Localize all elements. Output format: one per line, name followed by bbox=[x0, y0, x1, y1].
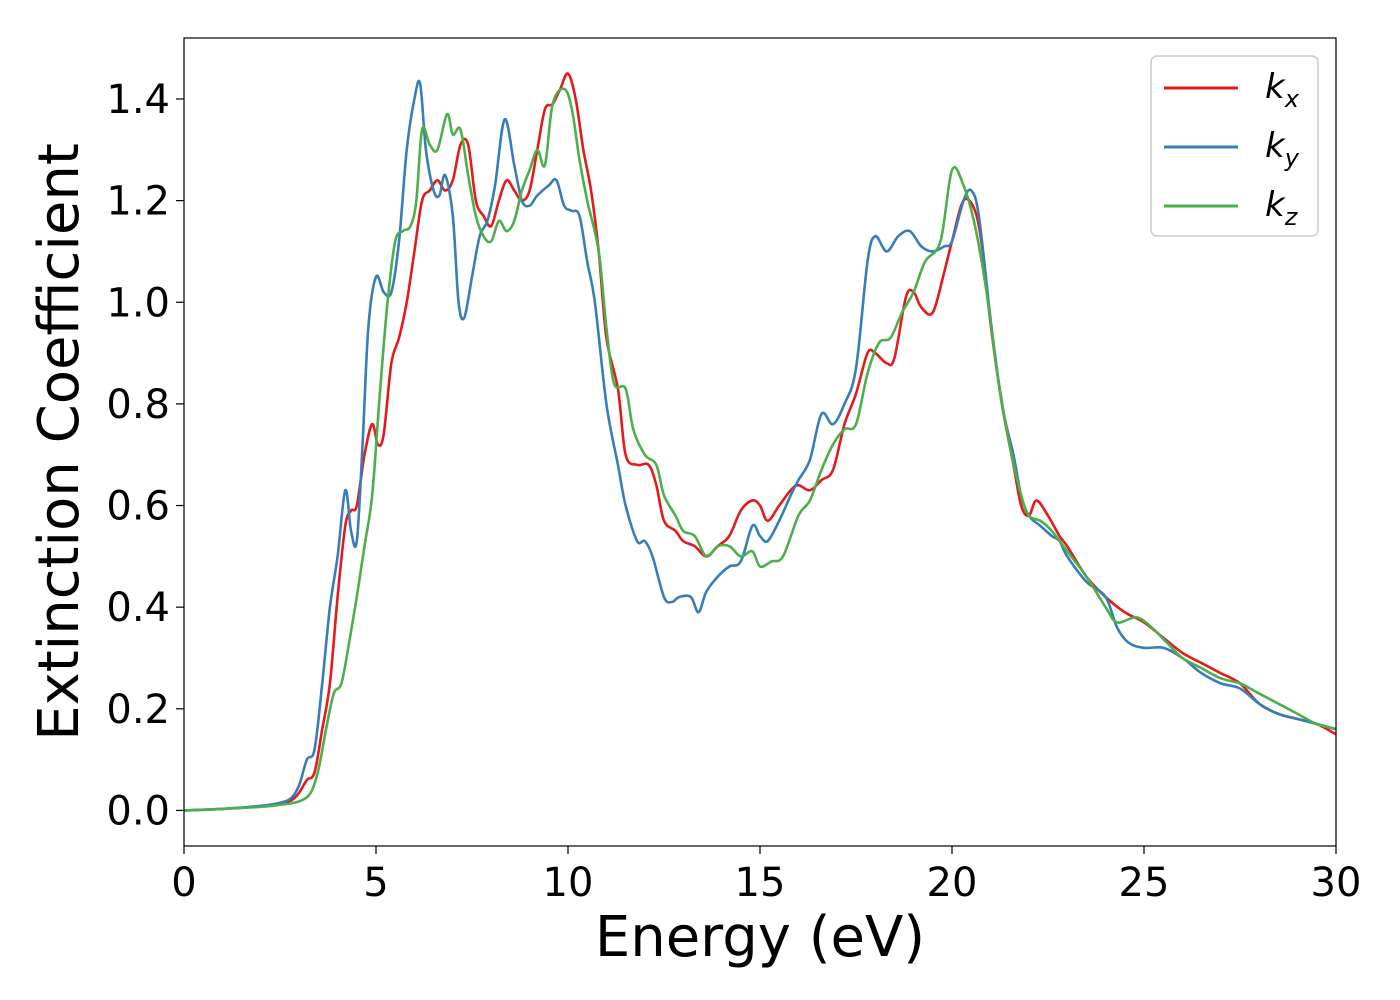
x-tick-label: 25 bbox=[1119, 860, 1170, 906]
legend-label-subscript: x bbox=[1284, 85, 1300, 113]
x-axis-title: Energy (eV) bbox=[595, 905, 925, 970]
legend-label-base: k bbox=[1265, 185, 1286, 225]
x-tick-label: 20 bbox=[927, 860, 978, 906]
x-tick-label: 30 bbox=[1311, 860, 1362, 906]
y-tick-label: 0.2 bbox=[106, 687, 170, 733]
y-tick-label: 1.0 bbox=[106, 280, 170, 326]
y-tick-label: 0.6 bbox=[106, 484, 170, 530]
x-tick-label: 10 bbox=[543, 860, 594, 906]
y-tick-label: 0.8 bbox=[106, 382, 170, 428]
legend-label-subscript: y bbox=[1284, 144, 1300, 172]
series-layer bbox=[184, 72, 1336, 812]
y-axis-ticks: 0.0 0.2 0.4 0.6 0.8 1.0 1.2 1.4 bbox=[106, 77, 184, 834]
legend-label-kx: kx bbox=[1265, 67, 1300, 113]
x-tick-label: 15 bbox=[735, 860, 786, 906]
legend-label-kz: kz bbox=[1265, 185, 1299, 231]
legend-label-ky: ky bbox=[1265, 126, 1300, 172]
x-axis-ticks: 0 5 10 15 20 25 30 bbox=[171, 846, 1361, 906]
legend-label-base: k bbox=[1265, 126, 1286, 166]
y-tick-label: 1.4 bbox=[106, 77, 170, 123]
x-tick-label: 0 bbox=[171, 860, 196, 906]
x-tick-label: 5 bbox=[363, 860, 388, 906]
series-line-kz bbox=[184, 87, 1336, 812]
y-axis-title: Extinction Coefficient bbox=[27, 143, 92, 741]
legend-label-subscript: z bbox=[1284, 203, 1299, 231]
legend-label-base: k bbox=[1265, 67, 1286, 107]
y-tick-label: 1.2 bbox=[106, 179, 170, 225]
y-tick-label: 0.4 bbox=[106, 585, 170, 631]
y-tick-label: 0.0 bbox=[106, 788, 170, 834]
